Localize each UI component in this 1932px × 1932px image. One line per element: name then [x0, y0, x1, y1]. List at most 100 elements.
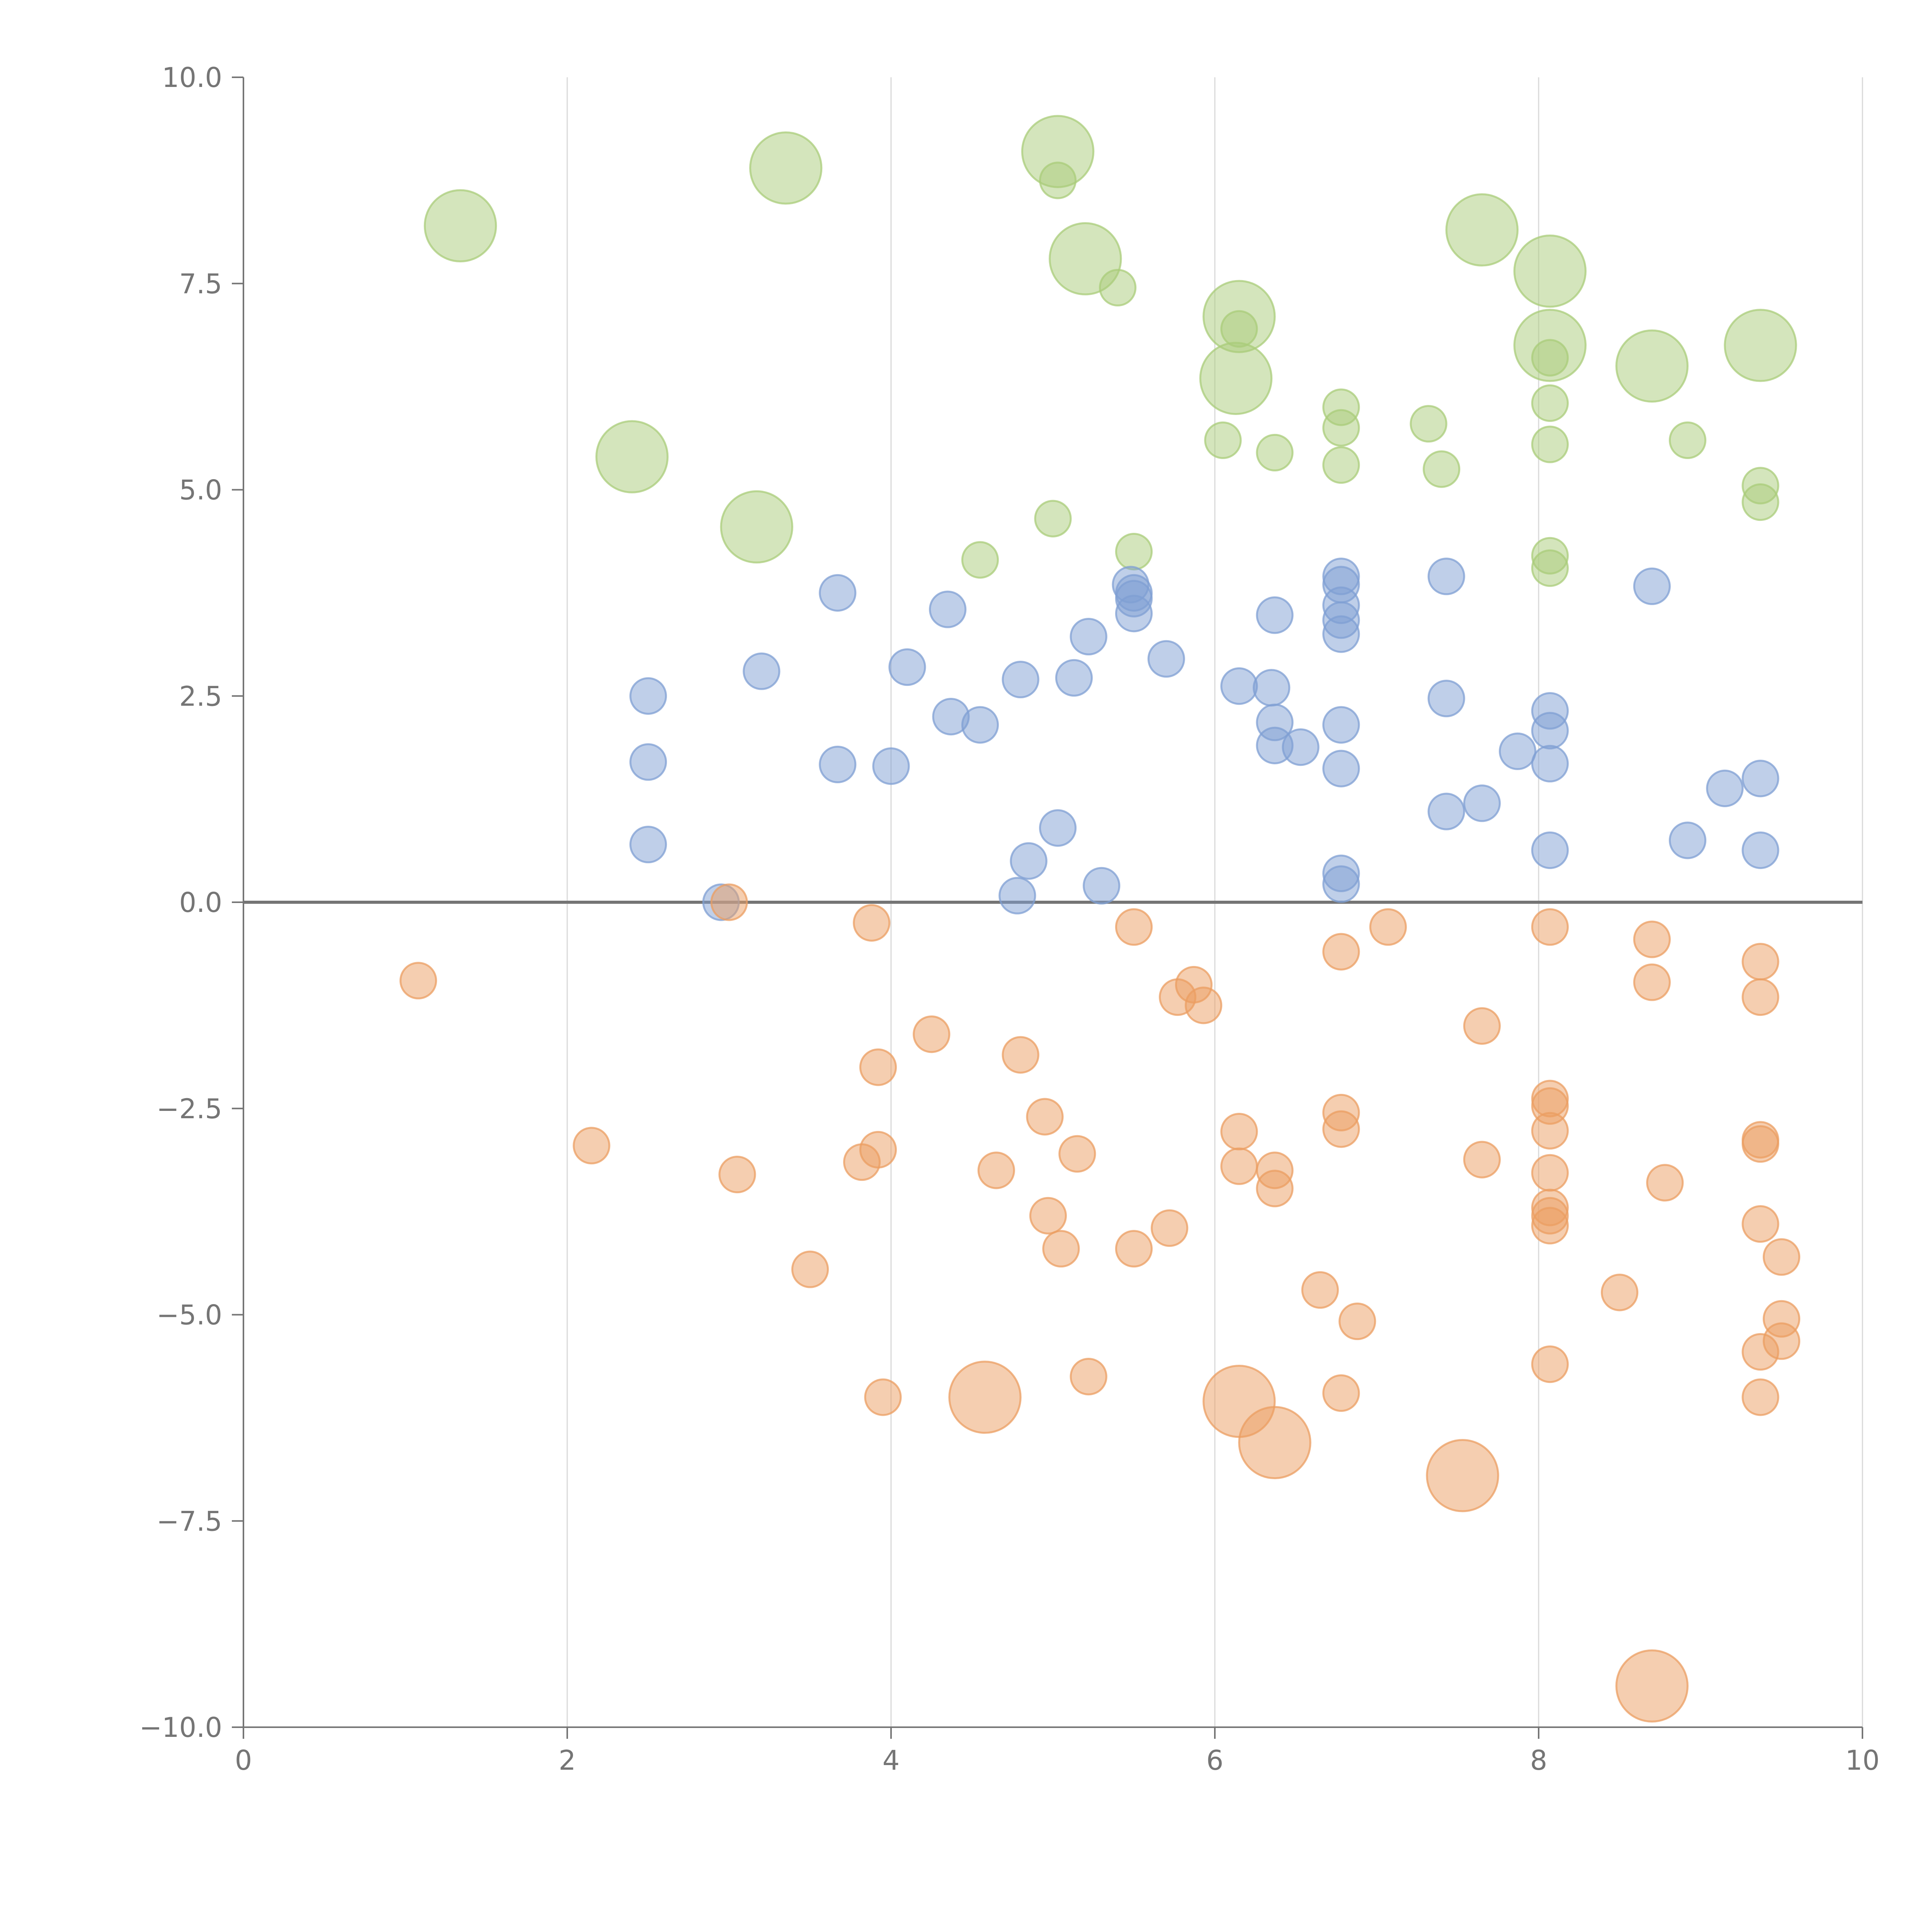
data-point-s0-17: [1668, 421, 1707, 459]
data-point-s0-8: [1199, 342, 1273, 415]
data-point-s1-36: [1322, 750, 1360, 787]
data-point-s1-14: [998, 877, 1036, 915]
data-point-s1-26: [1256, 596, 1294, 634]
axes: [232, 77, 1863, 1739]
data-point-s2-55: [1742, 943, 1779, 981]
data-point-s0-33: [1531, 549, 1569, 587]
data-point-s1-0: [629, 677, 667, 715]
data-point-s2-21: [1151, 1209, 1189, 1247]
data-point-s1-4: [743, 652, 781, 690]
data-point-s0-26: [1256, 434, 1294, 472]
data-point-s2-20: [1115, 1230, 1153, 1268]
data-point-s1-2: [629, 825, 667, 864]
data-point-s1-34: [1322, 615, 1360, 653]
data-point-s1-42: [1463, 784, 1501, 822]
data-point-s1-12: [1002, 660, 1039, 699]
data-point-s2-30: [1238, 1406, 1311, 1480]
x-tick-label-2: 4: [883, 1745, 900, 1776]
data-point-s2-16: [1042, 1230, 1080, 1268]
data-point-s2-56: [1742, 978, 1779, 1016]
data-point-s1-18: [1083, 867, 1121, 905]
data-point-s2-50: [1600, 1274, 1639, 1311]
data-point-s2-61: [1742, 1378, 1779, 1416]
data-point-s1-39: [1427, 558, 1465, 595]
data-point-s2-53: [1646, 1164, 1684, 1202]
data-point-s1-40: [1427, 680, 1465, 718]
data-point-s0-7: [1220, 310, 1258, 348]
data-point-s2-19: [1115, 908, 1153, 946]
data-point-s0-31: [1423, 450, 1461, 488]
data-point-s1-16: [1055, 659, 1093, 697]
data-point-s1-22: [1115, 595, 1153, 633]
data-point-s1-7: [872, 747, 910, 785]
data-point-s2-40: [1463, 1141, 1501, 1179]
data-point-s1-45: [1531, 712, 1569, 750]
data-point-s2-13: [1002, 1036, 1039, 1074]
y-tick-label-1: −7.5: [156, 1505, 222, 1537]
data-point-s0-15: [1615, 329, 1689, 403]
x-tick-label-3: 6: [1206, 1745, 1224, 1776]
data-point-s2-54: [1615, 1649, 1689, 1723]
data-point-s2-59: [1742, 1205, 1779, 1243]
data-point-s1-46: [1531, 745, 1569, 782]
data-point-s0-12: [1531, 339, 1569, 377]
data-point-s1-48: [1633, 567, 1671, 605]
data-point-s2-14: [1026, 1098, 1064, 1136]
data-point-s0-9: [1445, 193, 1519, 267]
data-point-s0-19: [1742, 483, 1779, 521]
data-point-s1-13: [1010, 842, 1048, 880]
data-point-s0-25: [1204, 421, 1242, 459]
data-point-s0-10: [1513, 235, 1587, 308]
y-tick-label-8: 10.0: [162, 62, 222, 94]
y-tick-label-7: 7.5: [179, 268, 222, 300]
data-point-s2-39: [1463, 1007, 1501, 1045]
data-point-s0-16: [1724, 309, 1797, 382]
tick-labels: 0 2 4 6 8 10 −10.0 −7.5 −5.0 −2.5 0.0 2.5 5.0 7.5 10.0: [139, 62, 1879, 1776]
data-point-s0-28: [1322, 409, 1360, 447]
data-point-s2-32: [1322, 933, 1360, 971]
y-tick-label-4: 0.0: [179, 887, 222, 918]
x-tick-label-4: 8: [1530, 1745, 1548, 1776]
data-point-s2-64: [1762, 1322, 1801, 1360]
data-point-s1-50: [1706, 769, 1744, 807]
data-point-s0-30: [1410, 405, 1447, 443]
data-point-s1-6: [819, 745, 857, 784]
data-point-s1-24: [1220, 667, 1258, 705]
data-point-s0-22: [961, 541, 999, 579]
data-point-s2-3: [718, 1155, 756, 1194]
x-tick-label-5: 10: [1845, 1745, 1879, 1776]
data-point-s2-41: [1531, 908, 1569, 946]
data-points: [399, 115, 1801, 1723]
data-point-s0-3: [1039, 162, 1077, 199]
data-point-s2-37: [1369, 908, 1407, 946]
data-point-s2-11: [948, 1361, 1022, 1434]
y-tick-label-6: 5.0: [179, 474, 222, 506]
data-point-s2-8: [859, 1131, 897, 1169]
data-point-s1-29: [1282, 728, 1320, 766]
data-point-s1-47: [1531, 831, 1569, 869]
data-point-s1-9: [929, 590, 967, 628]
data-point-s2-9: [864, 1378, 902, 1416]
data-point-s2-31: [1301, 1271, 1339, 1309]
y-tick-label-0: −10.0: [139, 1712, 222, 1743]
data-point-s1-35: [1322, 706, 1360, 744]
data-point-s1-49: [1668, 821, 1707, 859]
data-point-s2-48: [1531, 1207, 1569, 1245]
data-point-s2-36: [1338, 1302, 1376, 1340]
data-point-s1-11: [961, 706, 999, 744]
data-point-s2-38: [1426, 1439, 1499, 1512]
data-point-s2-6: [853, 904, 891, 942]
data-point-s2-12: [977, 1151, 1015, 1189]
data-point-s0-5: [1099, 269, 1137, 307]
y-tick-label-5: 2.5: [179, 680, 222, 712]
data-point-s2-62: [1762, 1238, 1801, 1276]
data-point-s2-15: [1029, 1197, 1067, 1235]
data-point-s2-35: [1322, 1374, 1360, 1412]
data-point-s1-51: [1742, 760, 1779, 798]
data-point-s2-2: [710, 883, 748, 921]
data-point-s1-5: [819, 574, 857, 612]
data-point-s1-41: [1427, 793, 1465, 830]
data-point-s2-18: [1070, 1358, 1107, 1396]
data-point-s0-29: [1322, 446, 1360, 484]
